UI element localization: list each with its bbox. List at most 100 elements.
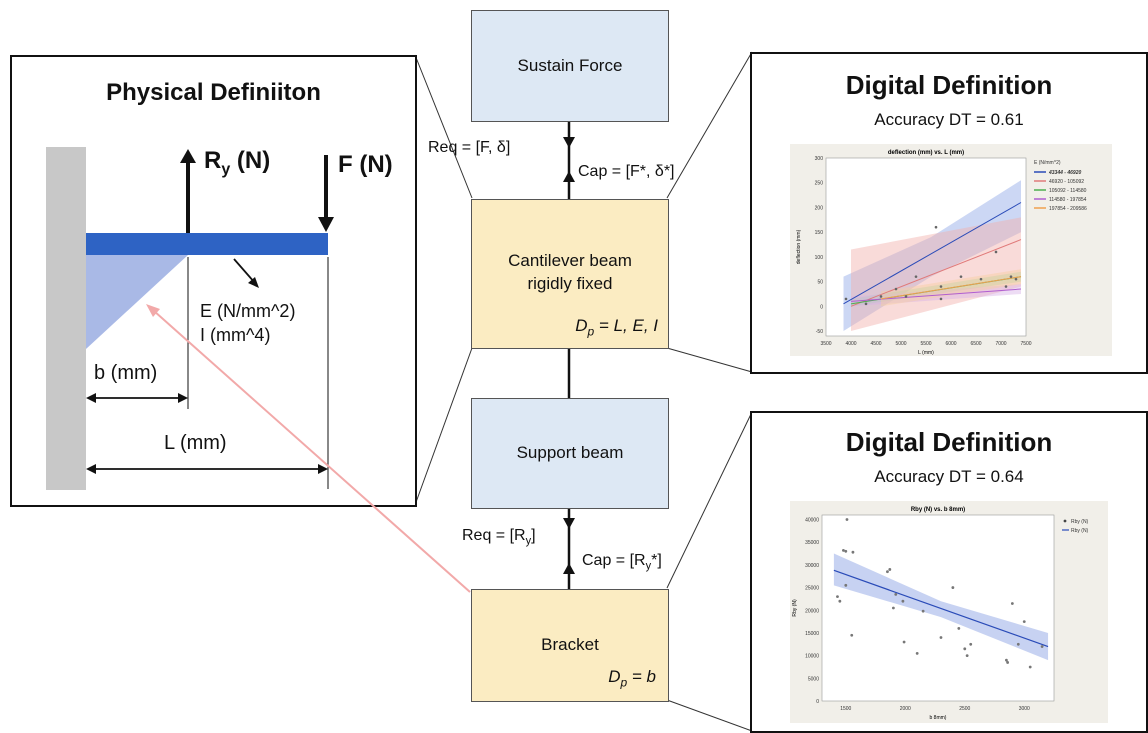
x-tick-label: 6000 [945,341,956,347]
data-point [842,548,845,552]
l-dim-arrow-right [318,464,328,474]
digital-definition-panel-1: Digital Definition Accuracy DT = 0.61 de… [750,52,1148,374]
y-tick-label: 0 [816,699,819,705]
x-tick-label: 7500 [1020,341,1031,347]
data-point [914,275,918,278]
fit-line [850,239,1022,307]
data-point [845,518,849,521]
x-tick-label: 5500 [920,341,931,347]
data-point [939,285,943,288]
legend-entry: 105092 - 114580 [1049,188,1087,194]
legend-entry: Rby (N) [1071,519,1089,525]
y-tick-label: 30000 [805,563,819,569]
data-point [969,642,973,646]
data-point [915,651,919,655]
wall [46,147,86,490]
y-tick-label: 40000 [805,518,819,524]
property-pointer [233,258,256,284]
y-tick-label: 15000 [805,631,819,637]
data-point [838,599,842,603]
inertia-label: I (mm^4) [200,325,271,345]
fit-line [880,276,1022,300]
connector-right2-top [666,411,753,589]
x-tick-label: 2500 [959,706,970,712]
x-tick-label: 7000 [995,341,1006,347]
x-tick-label: 1500 [840,706,851,712]
data-point [939,636,943,639]
digital-title-1: Digital Definition [845,70,1053,100]
data-point [879,295,883,298]
accuracy-1: Accuracy DT = 0.61 [874,110,1024,129]
data-point [934,225,938,229]
legend-entry: 46920 - 105092 [1049,179,1084,185]
y-tick-label: 300 [815,156,824,162]
legend-entry: 43344 - 46920 [1048,170,1081,176]
b-label: b (mm) [94,362,158,384]
data-point [844,549,848,553]
support-beam-box[interactable]: Support beam [471,398,669,509]
x-axis-label: b 8mm) [930,715,947,721]
cantilever-label: Cantilever beam rigidly fixed [508,251,632,293]
data-point [1006,661,1009,664]
legend-swatch [1063,519,1067,523]
data-point [959,275,963,278]
force-label: F (N) [338,151,393,178]
x-tick-label: 3000 [1019,706,1030,712]
sustain-force-box[interactable]: Sustain Force [471,10,669,122]
property-pointer-head [248,277,259,288]
data-point [1016,642,1020,646]
rby-chart: Rby (N) vs. b 8mm)1500 2000 2500 3000050001… [790,501,1108,723]
x-tick-label: 4000 [845,341,856,347]
chart-title: deflection (mm) vs. L (mm) [888,150,964,156]
plot-area [825,157,1027,337]
y-axis-label: Rby (N) [792,599,798,617]
connector-left-bottom [414,347,473,506]
req-label-1: Req = [F, δ] [428,139,511,156]
req-arrow-down-1 [563,137,575,148]
legend-title: E (N/mm^2) [1034,160,1061,166]
ry-arrow-head [180,149,196,163]
beam [86,233,328,255]
ry-label: Ry (N) [204,147,271,178]
b-dim-arrow-right [178,393,188,403]
data-point [963,647,967,651]
confidence-band [833,553,1049,661]
y-tick-label: -50 [816,329,823,335]
cap-label-1: Cap = [F*, δ*] [578,163,675,180]
fit-line [850,288,1022,302]
force-arrow-head [318,217,334,232]
data-point [851,550,855,554]
y-tick-label: 20000 [805,608,819,614]
bracket-dp: Dp = b [608,666,656,689]
x-tick-label: 5000 [895,341,906,347]
accuracy-2: Accuracy DT = 0.64 [874,467,1024,486]
b-dim-arrow-left [86,393,96,403]
l-label: L (mm) [164,432,227,454]
data-point [979,277,983,281]
data-point [939,297,943,301]
data-point [902,640,906,644]
cap-arrow-up-1 [563,171,575,182]
chart-title: Rby (N) vs. b 8mm) [911,507,965,513]
data-point [888,568,892,571]
x-axis-label: L (mm) [918,350,934,356]
data-point [836,595,839,599]
data-point [1014,277,1018,281]
cap-label-2: Cap = [Ry*] [582,552,662,573]
x-tick-label: 4500 [870,341,881,347]
cantilever-box[interactable]: Cantilever beam rigidly fixed Dp = L, E,… [471,199,669,349]
physical-definition-panel: Physical Definiiton Ry (N) F (N) E (N/mm… [10,55,417,507]
y-tick-label: 200 [815,205,824,211]
bracket-box[interactable]: Bracket Dp = b [471,589,669,702]
data-point [904,295,908,298]
fit-line [833,569,1049,648]
data-point [965,654,969,658]
data-point [844,583,848,587]
connector-right1-bottom [666,347,753,373]
confidence-band [851,271,1021,307]
data-point [850,633,854,637]
legend-entry: 197854 - 209586 [1049,206,1087,212]
y-tick-label: 50 [817,280,823,286]
l-dim-arrow-left [86,464,96,474]
cantilever-sketch [46,147,334,490]
